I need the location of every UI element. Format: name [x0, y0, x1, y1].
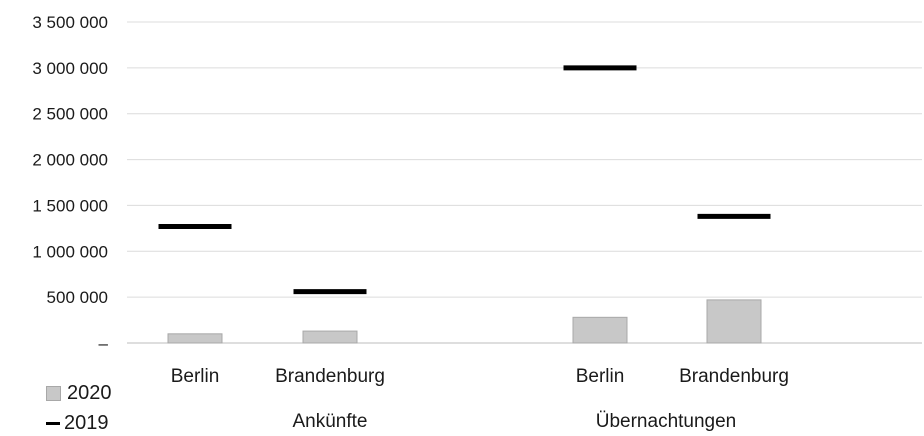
- x-category-label: Berlin: [171, 366, 220, 387]
- y-tick-label: 1 500 000: [32, 196, 108, 215]
- y-tick-label: 1 000 000: [32, 242, 108, 261]
- x-category-label: Brandenburg: [275, 366, 385, 387]
- y-tick-label: –: [99, 334, 109, 353]
- y-tick-label: 2 500 000: [32, 105, 108, 124]
- bar-2020: [706, 299, 762, 344]
- y-tick-label: 500 000: [47, 288, 108, 307]
- legend-item-2020: 2020: [46, 382, 112, 405]
- legend-label-2020: 2020: [67, 382, 112, 404]
- x-group-label: Übernachtungen: [596, 411, 737, 432]
- x-category-label: Brandenburg: [679, 366, 789, 387]
- y-tick-label: 2 000 000: [32, 151, 108, 170]
- legend-label-2019: 2019: [64, 412, 109, 434]
- legend-swatch-2020: [46, 386, 61, 401]
- x-category-label: Berlin: [576, 366, 625, 387]
- y-tick-label: 3 000 000: [32, 59, 108, 78]
- x-group-label: Ankünfte: [293, 411, 368, 432]
- bar-2020: [302, 330, 358, 344]
- y-tick-label: 3 500 000: [32, 13, 108, 32]
- bar-2020: [572, 316, 628, 344]
- bar-2020: [167, 333, 223, 344]
- legend-swatch-2019: [46, 422, 60, 425]
- legend-item-2019: 2019: [46, 412, 109, 435]
